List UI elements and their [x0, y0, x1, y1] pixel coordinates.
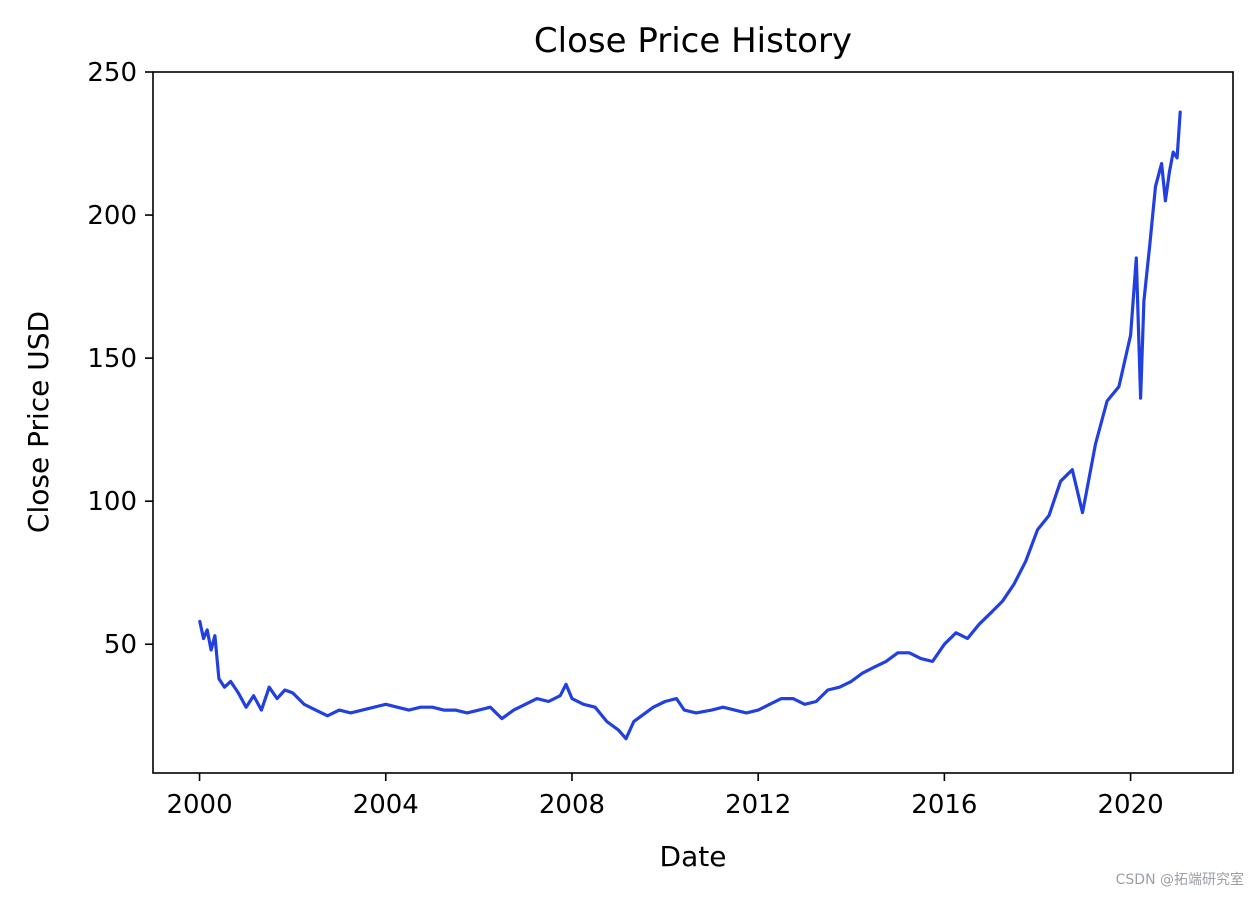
x-tick-label: 2012 — [725, 790, 791, 820]
x-tick-label: 2000 — [166, 790, 232, 820]
watermark: CSDN @拓端研究室 — [1115, 872, 1244, 888]
x-tick-label: 2020 — [1098, 790, 1164, 820]
y-axis-ticks: 50 100 150 200 250 — [87, 58, 153, 660]
x-axis-label: Date — [660, 840, 727, 873]
x-tick-label: 2008 — [539, 790, 605, 820]
y-tick-label: 150 — [87, 344, 137, 374]
x-tick-label: 2016 — [911, 790, 977, 820]
chart-title: Close Price History — [534, 21, 852, 61]
y-tick-label: 100 — [87, 487, 137, 517]
x-axis-ticks: 2000 2004 2008 2012 2016 2020 — [166, 773, 1164, 820]
y-axis-label: Close Price USD — [22, 311, 55, 533]
y-tick-label: 200 — [87, 201, 137, 231]
y-tick-label: 50 — [104, 630, 137, 660]
y-tick-label: 250 — [87, 58, 137, 88]
x-tick-label: 2004 — [353, 790, 419, 820]
close-price-line — [198, 110, 1182, 741]
plot-area-frame — [152, 71, 1234, 774]
